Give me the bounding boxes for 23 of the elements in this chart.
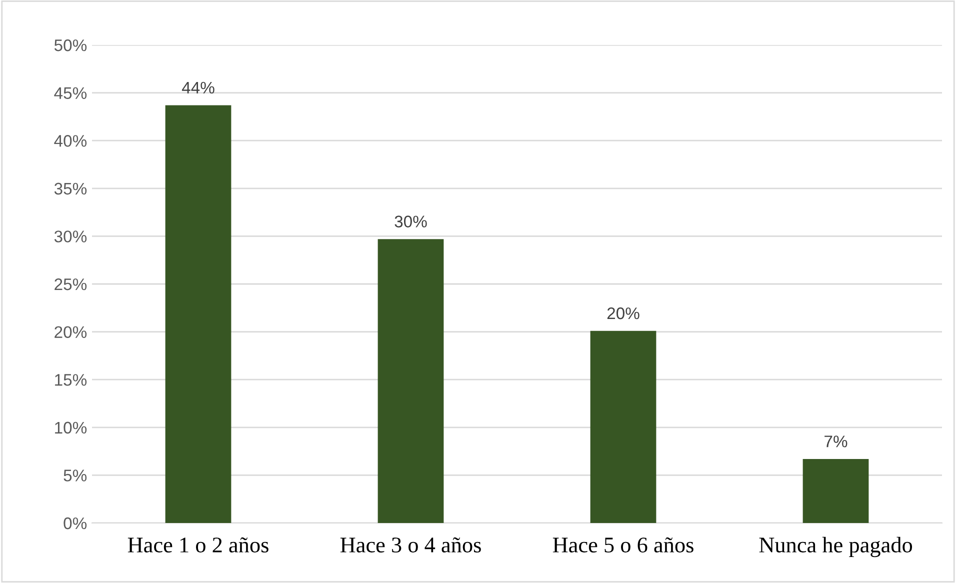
x-tick-label: Hace 3 o 4 años — [340, 537, 481, 553]
y-tick-label: 30% — [54, 230, 87, 242]
x-tick-label: Nunca he pagado — [759, 536, 912, 558]
data-label: 7% — [824, 436, 848, 448]
y-tick-label: 20% — [54, 326, 87, 338]
bar — [165, 105, 232, 523]
y-tick-label: 25% — [54, 278, 87, 290]
data-label: 44% — [182, 82, 214, 94]
y-tick-label: 15% — [55, 374, 87, 386]
data-label: 30% — [394, 216, 427, 228]
y-tick-label: 0% — [64, 517, 87, 530]
x-tick-label: Hace 5 o 6 años — [552, 537, 694, 553]
y-tick-label: 45% — [54, 87, 87, 100]
y-tick-label: 35% — [54, 182, 87, 195]
y-tick-label: 50% — [54, 39, 87, 52]
bar — [590, 330, 656, 523]
data-label: 20% — [607, 307, 640, 320]
y-tick-label: 40% — [54, 135, 87, 147]
x-tick-label: Hace 1 o 2 años — [128, 537, 268, 553]
y-tick-label: 5% — [64, 470, 87, 482]
bar — [802, 458, 869, 523]
bar — [378, 239, 444, 523]
y-tick-label: 10% — [55, 422, 87, 434]
